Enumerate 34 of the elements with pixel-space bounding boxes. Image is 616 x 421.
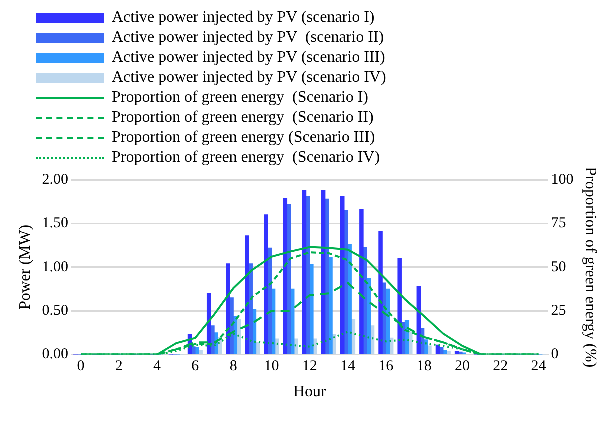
y-axis-title: Power (MW) [16, 224, 34, 310]
x-axis-title: Hour [293, 384, 327, 401]
y2-tick-label: 100 [551, 172, 574, 188]
x-tick-label: 20 [454, 358, 470, 375]
y2-tick-label: 0 [551, 346, 559, 363]
x-tick-label: 12 [302, 358, 318, 375]
x-tick-label: 18 [416, 358, 432, 375]
legend-label: Proportion of green energy (Scenario IV) [112, 149, 380, 166]
x-tick-label: 10 [264, 358, 280, 375]
x-tick-label: 24 [531, 358, 547, 375]
legend-label: Active power injected by PV (scenario II) [112, 29, 384, 46]
legend-label: Active power injected by PV (scenario IV) [112, 69, 386, 86]
x-tick-label: 22 [493, 358, 508, 375]
y2-tick-label: 50 [551, 259, 566, 276]
y-tick-label: 0.50 [42, 303, 68, 320]
x-tick-label: 4 [154, 358, 162, 375]
x-tick-label: 0 [77, 358, 85, 375]
legend-label: Active power injected by PV (scenario I) [112, 9, 375, 26]
x-tick-label: 16 [378, 358, 394, 375]
x-tick-label: 14 [340, 358, 356, 375]
y-tick-label: 1.00 [42, 259, 68, 276]
legend-label: Active power injected by PV (scenario III) [112, 49, 386, 66]
legend-label: Proportion of green energy (Scenario III) [112, 129, 376, 146]
x-tick-label: 8 [230, 358, 238, 375]
y2-tick-label: 25 [551, 303, 566, 320]
y-tick-label: 2.00 [42, 172, 68, 188]
legend-label: Proportion of green energy (Scenario I) [112, 89, 369, 106]
y2-axis-title: Proportion of green energy (%) [582, 167, 600, 368]
x-tick-label: 2 [115, 358, 123, 375]
legend-label: Proportion of green energy (Scenario II) [112, 109, 374, 126]
y2-tick-label: 75 [551, 216, 566, 232]
y-tick-label: 1.50 [42, 216, 68, 232]
x-tick-label: 6 [192, 358, 200, 375]
y-tick-label: 0.00 [42, 346, 68, 363]
